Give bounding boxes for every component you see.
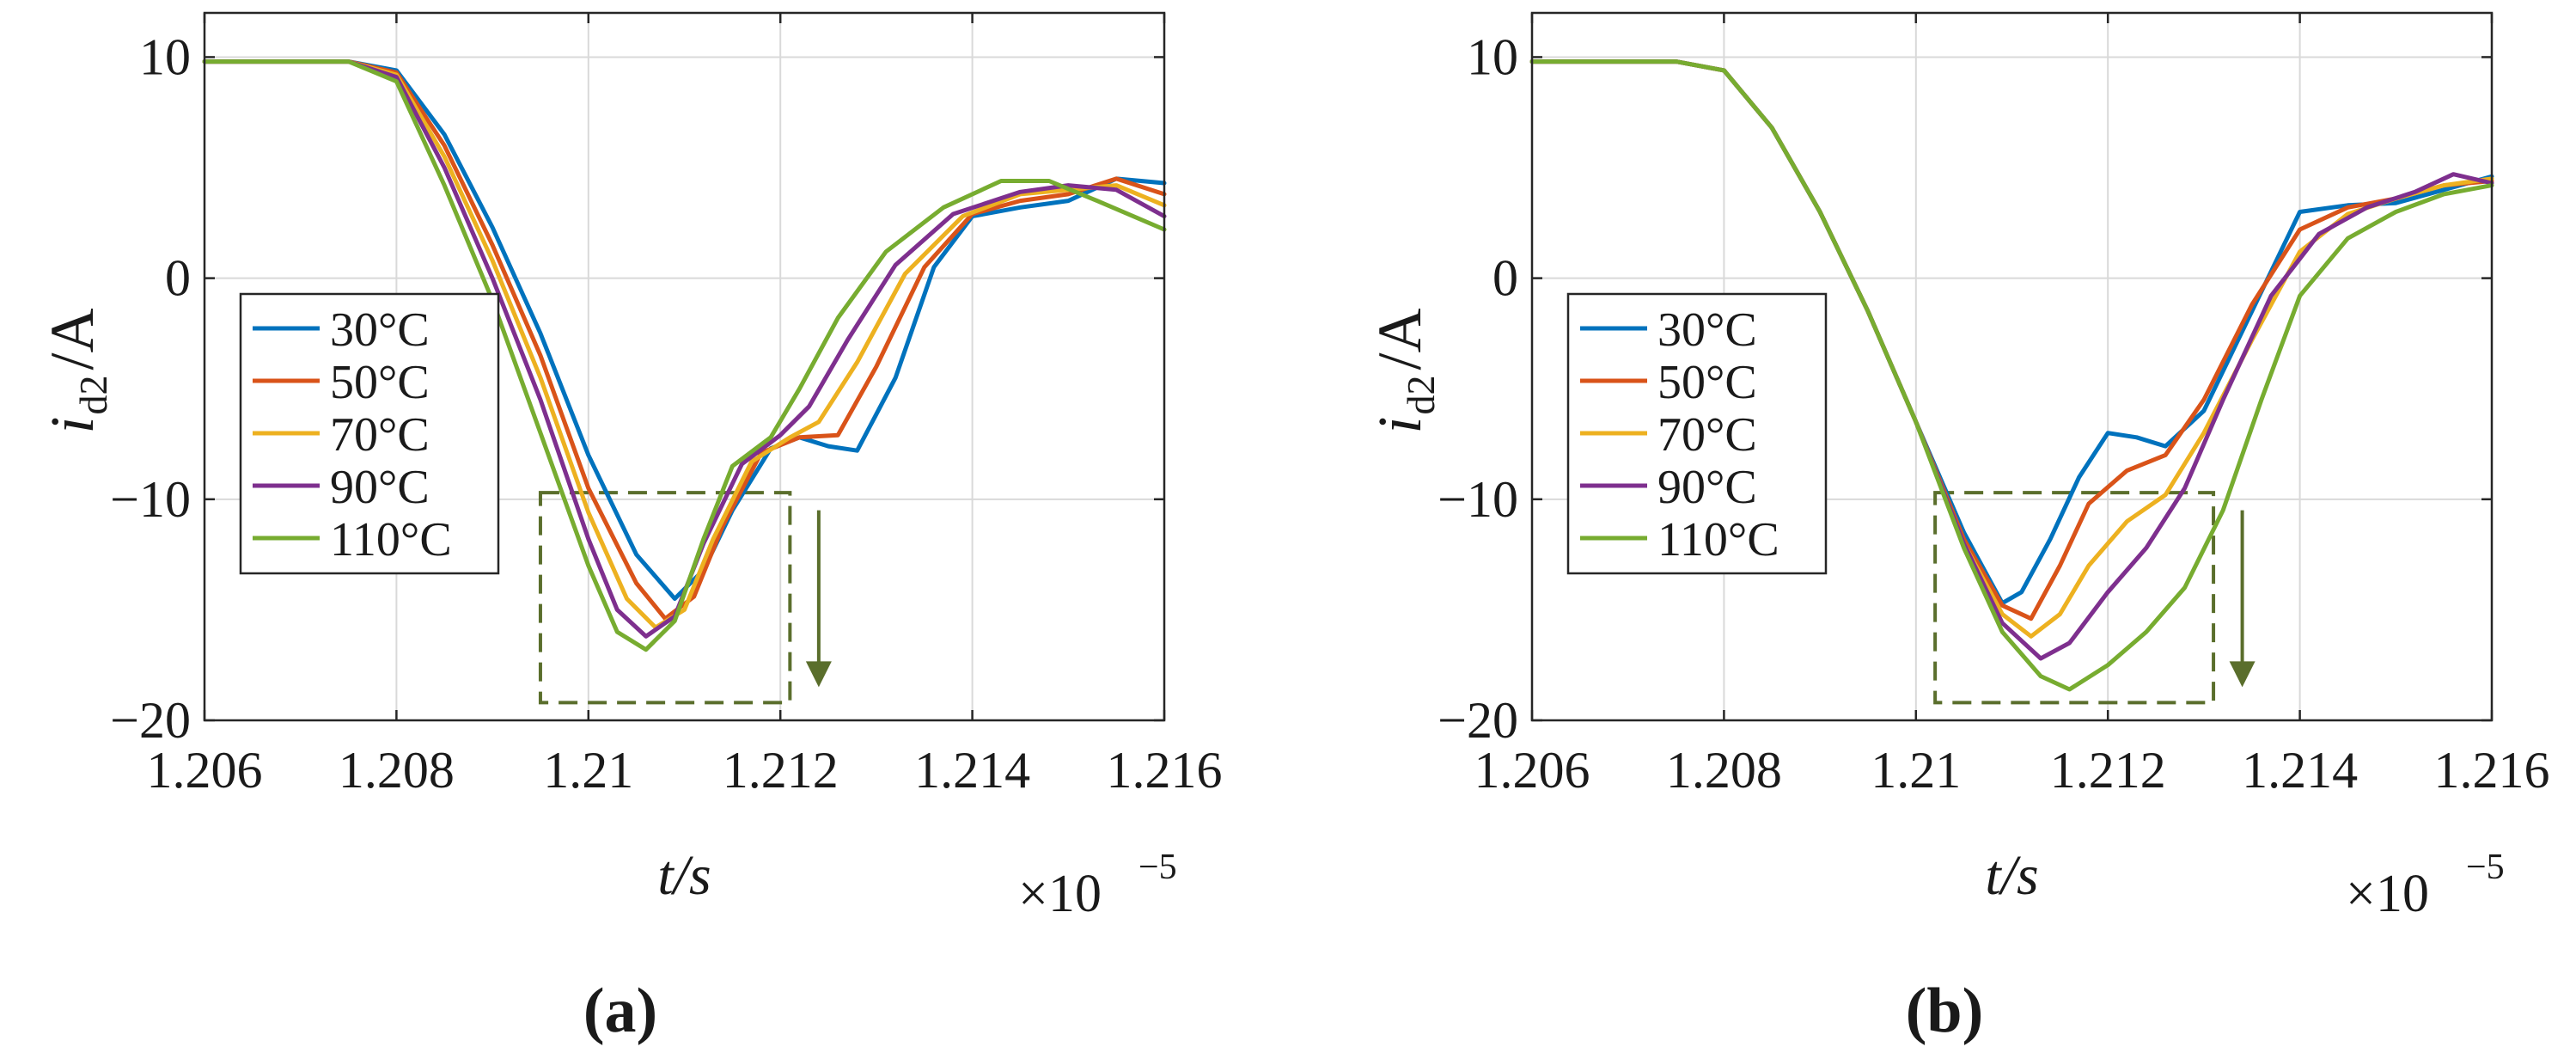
panel-b: 1.206 1.208 1.21 1.212 1.214 1.216 10 0 −10 −20 t/… [1365,11,2550,1046]
legend-label-50C: 50°C [330,356,430,409]
x-tick-label: 1.216 [1107,742,1223,799]
y-tick-label: −10 [110,471,191,528]
axes-box [1530,11,2494,722]
y-axis-label-unit: /A [1365,308,1434,370]
y-axis-label-main: i [1365,416,1434,433]
y-tick-label: −10 [1438,471,1518,528]
x-tick-label: 1.214 [914,742,1030,799]
y-axis-label: id2/A [1365,308,1443,433]
x-axis-label: t/s [1985,844,2038,907]
y-axis-label-unit: /A [38,308,107,370]
legend-label-90C: 90°C [1657,461,1757,514]
highlight-dashed-box [538,491,792,705]
x-multiplier: ×10 [1018,865,1102,923]
x-multiplier-exponent: −5 [1138,848,1177,887]
y-tick-label: 10 [139,28,191,85]
x-multiplier-exponent: −5 [2466,848,2505,887]
legend-label-30C: 30°C [330,303,430,357]
trend-arrow-head [2229,661,2256,688]
axes-box [203,11,1166,722]
trend-arrow-head [805,661,832,688]
panel-label: (a) [583,976,657,1046]
x-tick-label: 1.206 [1474,742,1590,799]
legend-label-50C: 50°C [1657,356,1757,409]
x-tick-label: 1.21 [543,742,633,799]
x-tick-label: 1.212 [723,742,839,799]
x-tick-label: 1.206 [147,742,263,799]
legend-label-90C: 90°C [330,461,430,514]
x-tick-label: 1.214 [2242,742,2358,799]
series-line-50C [202,59,1167,621]
panel-label: (b) [1906,976,1983,1046]
legend-label-110C: 110°C [1657,513,1779,566]
series-line-110C [1529,59,2494,692]
legend-label-70C: 70°C [330,408,430,462]
y-axis-label-subscript: d2 [1399,376,1443,415]
y-tick-label: 0 [165,250,191,307]
series-line-30C [202,59,1167,601]
panel-a: 1.206 1.208 1.21 1.212 1.214 1.216 10 0 −10 −20 t/… [38,11,1223,1046]
x-tick-label: 1.208 [1666,742,1782,799]
x-tick-label: 1.216 [2434,742,2550,799]
legend-label-30C: 30°C [1657,303,1757,357]
legend-label-70C: 70°C [1657,408,1757,462]
y-tick-label: −20 [1438,692,1518,749]
y-axis-label-main: i [38,416,107,433]
y-tick-label: 0 [1492,250,1518,307]
y-tick-label: −20 [110,692,191,749]
x-tick-label: 1.208 [339,742,455,799]
series-line-110C [202,59,1167,652]
y-axis-label-subscript: d2 [71,376,115,415]
x-tick-label: 1.21 [1871,742,1961,799]
x-multiplier: ×10 [2346,865,2429,923]
legend-label-110C: 110°C [330,513,452,566]
x-axis-label: t/s [657,844,711,907]
x-tick-label: 1.212 [2050,742,2166,799]
highlight-dashed-box [1933,491,2216,705]
series-line-70C [202,59,1167,630]
y-tick-label: 10 [1467,28,1518,85]
y-axis-label: id2/A [38,308,115,433]
